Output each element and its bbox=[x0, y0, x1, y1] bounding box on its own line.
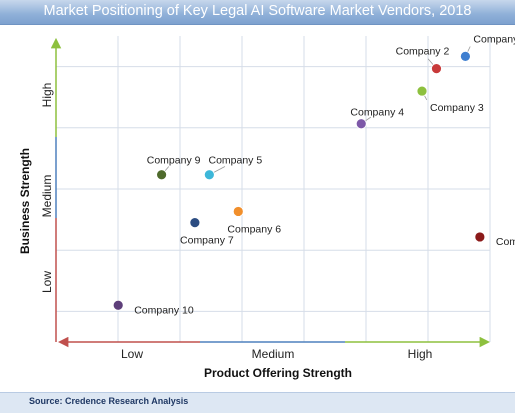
y-zone-label-high: High bbox=[40, 83, 54, 108]
point-company-10 bbox=[112, 299, 124, 311]
source-note: Source: Credence Research Analysis bbox=[29, 396, 189, 406]
source-bar: Source: Credence Research Analysis bbox=[0, 392, 515, 413]
point-company-8 bbox=[474, 231, 486, 243]
point-company-6 bbox=[232, 206, 244, 217]
x-zone-label-low: Low bbox=[121, 347, 143, 361]
point-company-4 bbox=[355, 118, 367, 130]
point-label-company-8: Company 8 bbox=[496, 236, 515, 248]
point-company-7 bbox=[189, 217, 201, 229]
point-label-company-2: Company 2 bbox=[396, 46, 450, 58]
point-label-company-5: Company 5 bbox=[208, 155, 262, 167]
x-axis-title: Product Offering Strength bbox=[204, 366, 352, 380]
point-company-9 bbox=[156, 169, 168, 181]
point-company-2 bbox=[431, 63, 442, 75]
y-zone-label-low: Low bbox=[40, 271, 54, 293]
point-company-1 bbox=[460, 51, 471, 62]
point-label-company-10: Company 10 bbox=[134, 304, 194, 316]
chart-plot: Low Medium High Low Medium High Product Offeri… bbox=[18, 33, 515, 380]
x-zone-label-high: High bbox=[408, 347, 433, 361]
chart-title: Market Positioning of Key Legal AI Softw… bbox=[43, 3, 472, 19]
x-zone-label-medium: Medium bbox=[252, 347, 295, 361]
point-label-company-3: Company 3 bbox=[430, 102, 484, 114]
point-company-5 bbox=[203, 169, 215, 181]
title-bar: Market Positioning of Key Legal AI Softw… bbox=[0, 0, 515, 25]
point-label-company-1: Company 1 bbox=[473, 33, 515, 45]
point-label-company-7: Company 7 bbox=[180, 235, 234, 247]
y-axis-title: Business Strength bbox=[18, 148, 32, 254]
point-label-company-4: Company 4 bbox=[350, 107, 404, 119]
point-label-company-6: Company 6 bbox=[227, 223, 281, 235]
point-label-company-9: Company 9 bbox=[147, 155, 201, 167]
point-company-3 bbox=[416, 85, 428, 97]
y-zone-label-medium: Medium bbox=[40, 175, 54, 218]
